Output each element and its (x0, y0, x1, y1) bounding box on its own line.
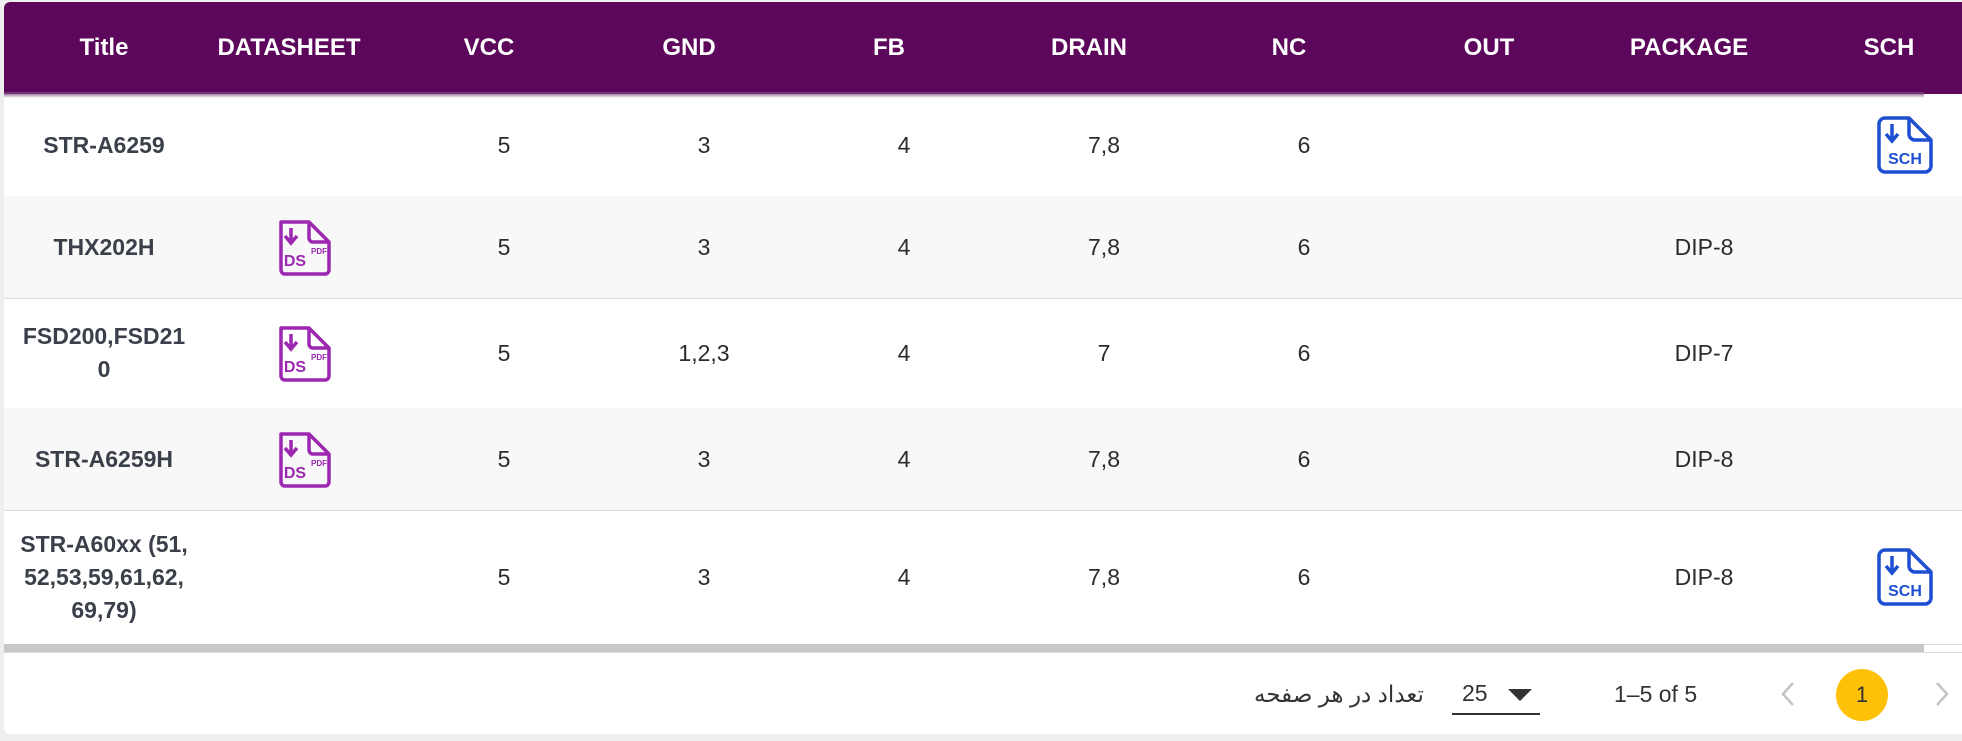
cell-fb: 4 (897, 233, 911, 260)
sch-label: SCH (1888, 583, 1922, 600)
rows-per-page-select[interactable]: 25 (1452, 675, 1540, 715)
ds-small-label: PDF (311, 247, 327, 256)
rows-per-page-value: 25 (1462, 680, 1488, 706)
pdf-datasheet-download-icon[interactable]: PDF DS (273, 322, 335, 384)
ds-main-label: DS (284, 359, 307, 376)
cell-drain: 7,8 (1088, 233, 1120, 260)
pagination-range: 1–5 of 5 (1614, 681, 1698, 707)
cell-gnd: 3 (697, 445, 711, 472)
ds-small-label: PDF (311, 459, 327, 468)
col-header-sch[interactable]: SCH (1863, 34, 1915, 61)
rows-per-page-label: تعداد در هر صفحه (1254, 681, 1424, 707)
cell-vcc: 5 (497, 445, 511, 472)
cell-nc: 6 (1297, 339, 1311, 366)
horizontal-scrollbar[interactable] (4, 644, 1924, 652)
cell-gnd: 1,2,3 (678, 339, 730, 366)
ds-small-label: PDF (311, 353, 327, 362)
header-shadow (4, 92, 1924, 98)
cell-nc: 6 (1297, 233, 1311, 260)
table-row: STR-A6259 5 3 4 7,8 6 SCH (4, 94, 1962, 197)
ds-main-label: DS (284, 465, 307, 482)
cell-fb: 4 (897, 131, 911, 158)
table-header: Title DATASHEET VCC GND FB DRAIN NC OUT PACKAGE S… (4, 2, 1962, 94)
cell-title: FSD200,FSD210 (22, 323, 186, 382)
cell-gnd: 3 (697, 131, 711, 158)
table-row: THX202H PDF DS 5 3 4 7,8 6 DIP-8 (4, 196, 1962, 299)
col-header-package[interactable]: PACKAGE (1629, 34, 1749, 61)
caret-down-icon (1508, 689, 1532, 701)
cell-vcc: 5 (497, 233, 511, 260)
chevron-left-icon[interactable] (1776, 679, 1800, 709)
sch-label: SCH (1888, 151, 1922, 168)
cell-nc: 6 (1297, 445, 1311, 472)
cell-package: DIP-7 (1674, 339, 1734, 366)
cell-datasheet: PDF DS (273, 408, 335, 510)
col-header-drain[interactable]: DRAIN (1051, 34, 1127, 61)
col-header-datasheet[interactable]: DATASHEET (217, 34, 361, 61)
cell-drain: 7,8 (1088, 445, 1120, 472)
ds-main-label: DS (284, 253, 307, 270)
cell-drain: 7 (1097, 339, 1111, 366)
cell-datasheet: PDF DS (273, 196, 335, 298)
table-pagination: تعداد در هر صفحه 25 1–5 of 5 1 (4, 652, 1962, 734)
col-header-nc[interactable]: NC (1271, 34, 1307, 61)
cell-package: DIP-8 (1674, 445, 1734, 472)
data-table-card: Title DATASHEET VCC GND FB DRAIN NC OUT PACKAGE S… (4, 2, 1962, 734)
cell-fb: 4 (897, 563, 911, 590)
cell-fb: 4 (897, 445, 911, 472)
col-header-title[interactable]: Title (79, 34, 129, 61)
cell-gnd: 3 (697, 563, 711, 590)
col-header-out[interactable]: OUT (1463, 34, 1515, 61)
chevron-right-icon[interactable] (1930, 679, 1954, 709)
cell-vcc: 5 (497, 339, 511, 366)
cell-sch: SCH (1873, 94, 1935, 196)
table-row: FSD200,FSD210 PDF DS 5 1,2,3 4 7 6 DIP-7 (4, 298, 1962, 409)
cell-package: DIP-8 (1674, 233, 1734, 260)
cell-drain: 7,8 (1088, 563, 1120, 590)
cell-sch: SCH (1873, 510, 1935, 644)
pdf-datasheet-download-icon[interactable]: PDF DS (273, 428, 335, 490)
cell-vcc: 5 (497, 563, 511, 590)
col-header-fb[interactable]: FB (873, 34, 905, 61)
cell-fb: 4 (897, 339, 911, 366)
schematic-download-icon[interactable]: SCH (1873, 546, 1935, 608)
table-row: STR-A6259H PDF DS 5 3 4 7,8 6 DIP-8 (4, 408, 1962, 511)
cell-title: THX202H (53, 233, 155, 260)
col-header-vcc[interactable]: VCC (463, 34, 515, 61)
pdf-datasheet-download-icon[interactable]: PDF DS (273, 216, 335, 278)
cell-drain: 7,8 (1088, 131, 1120, 158)
table-row: STR-A60xx (51,52,53,59,61,62,69,79) 5 3 4 7,… (4, 510, 1962, 645)
cell-gnd: 3 (697, 233, 711, 260)
page-button-current[interactable]: 1 (1836, 669, 1888, 721)
cell-nc: 6 (1297, 563, 1311, 590)
col-header-gnd[interactable]: GND (662, 34, 716, 61)
cell-package: DIP-8 (1674, 563, 1734, 590)
cell-title: STR-A6259H (34, 445, 174, 472)
cell-title: STR-A6259 (43, 131, 165, 158)
cell-datasheet: PDF DS (273, 298, 335, 408)
cell-title: STR-A60xx (51,52,53,59,61,62,69,79) (20, 530, 188, 623)
cell-vcc: 5 (497, 131, 511, 158)
schematic-download-icon[interactable]: SCH (1873, 114, 1935, 176)
cell-nc: 6 (1297, 131, 1311, 158)
